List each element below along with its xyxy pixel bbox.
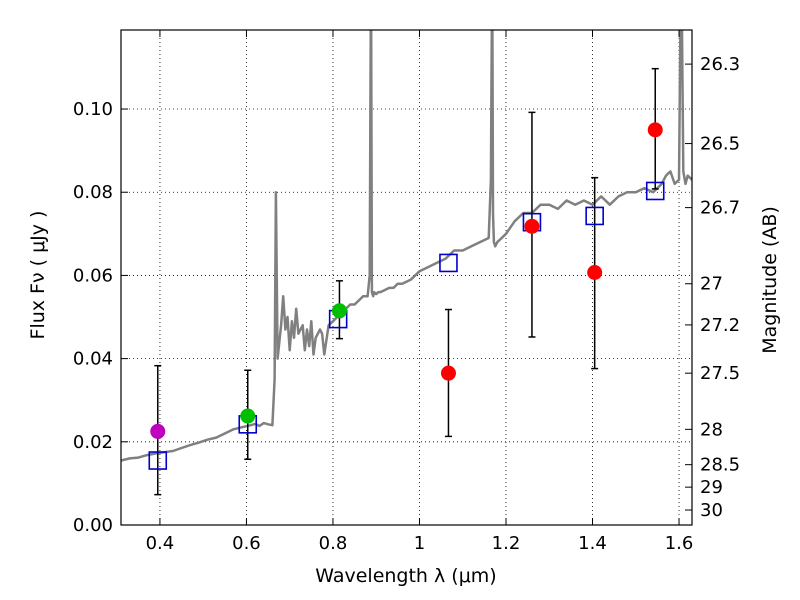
mag-tick-label: 26.5 (700, 134, 740, 155)
data-point (240, 408, 256, 424)
data-point (440, 365, 456, 381)
y-tick-label: 0.10 (73, 99, 113, 120)
plot-area (121, 30, 692, 496)
model-photometry-point (148, 451, 168, 470)
model-photometry-point (585, 206, 604, 226)
grid (121, 30, 692, 526)
plot-frame (120, 29, 693, 526)
y-axis-right-label: Magnitude (AB) (759, 206, 781, 354)
sed-model-line (121, 30, 692, 462)
data-point (150, 423, 166, 439)
data-point (647, 122, 663, 138)
x-tick-label: 1.4 (578, 533, 607, 554)
mag-tick-label: 30 (700, 500, 723, 521)
x-tick-label: 0.4 (146, 533, 175, 554)
mag-tick-label: 27.5 (700, 363, 740, 384)
model-photometry-point (645, 181, 665, 201)
mag-tick-label: 26.7 (700, 198, 740, 219)
x-tick-label: 0.8 (319, 533, 348, 554)
y-tick-label: 0.04 (73, 349, 113, 370)
x-tick-label: 1.6 (665, 533, 694, 554)
y-tick-label: 0.08 (73, 182, 113, 203)
x-tick-label: 1 (414, 533, 425, 554)
mag-tick-label: 28 (700, 419, 723, 440)
y-tick-label: 0.00 (73, 515, 113, 536)
y-tick-label: 0.02 (73, 432, 113, 453)
mag-tick-label: 26.3 (700, 54, 740, 75)
x-tick-label: 0.6 (232, 533, 261, 554)
y-axis-label: Flux Fν ( μJy ) (27, 211, 49, 340)
model-photometry-point (439, 253, 458, 273)
mag-tick-label: 27 (700, 274, 723, 295)
x-tick-label: 1.2 (492, 533, 521, 554)
data-point (587, 265, 603, 281)
mag-tick-label: 28.5 (700, 455, 740, 476)
x-axis-label: Wavelength λ (μm) (315, 565, 496, 587)
y-tick-label: 0.06 (73, 265, 113, 286)
data-point (524, 218, 540, 234)
data-point (331, 303, 347, 319)
mag-tick-label: 29 (700, 477, 723, 498)
mag-tick-label: 27.2 (700, 315, 740, 336)
axes: 0.4 0.6 0.8 1 1.2 1.4 1.6 0.00 0.02 0.04 0.06 0.08 0… (73, 29, 740, 554)
